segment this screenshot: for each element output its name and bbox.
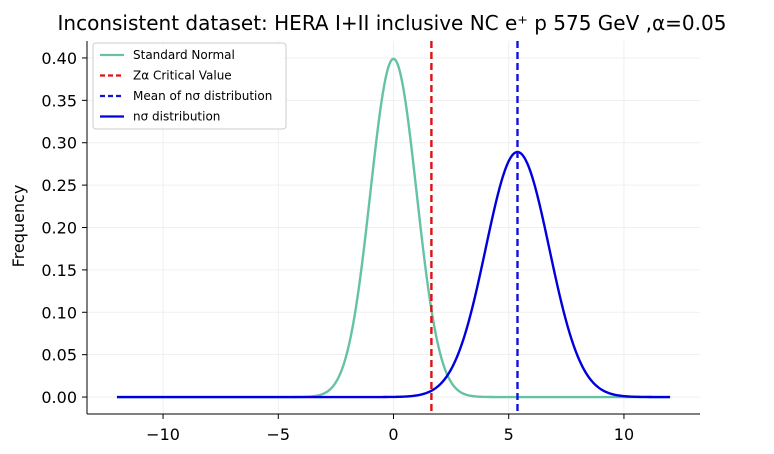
series-n-distribution-line xyxy=(116,150,671,399)
y-tick-label: 0.10 xyxy=(41,303,77,322)
y-tick-label: 0.15 xyxy=(41,261,77,280)
legend-label: Zα Critical Value xyxy=(133,69,232,83)
x-tick-label: 5 xyxy=(504,425,514,444)
y-tick-label: 0.25 xyxy=(41,176,77,195)
y-tick-label: 0.05 xyxy=(41,346,77,365)
y-tick-label: 0.35 xyxy=(41,91,77,110)
legend-label: Standard Normal xyxy=(133,48,235,62)
legend-label: nσ distribution xyxy=(133,110,220,124)
chart-title: Inconsistent dataset: HERA I+II inclusiv… xyxy=(58,11,727,35)
axes: −10 −5 0 5 10 0.00 0.05 0.10 0.15 0.20 0.25 0.30 0.3… xyxy=(41,41,700,444)
y-tick-label: 0.40 xyxy=(41,49,77,68)
x-tick-label: 0 xyxy=(388,425,398,444)
legend: Standard Normal Zα Critical Value Mean of … xyxy=(92,42,287,130)
y-tick-label: 0.20 xyxy=(41,219,77,238)
x-tick-label: 10 xyxy=(614,425,634,444)
y-tick-label: 0.00 xyxy=(41,388,77,407)
legend-label: Mean of nσ distribution xyxy=(133,89,272,103)
legend-box xyxy=(92,42,287,130)
y-tick-label: 0.30 xyxy=(41,134,77,153)
x-tick-label: −5 xyxy=(266,425,290,444)
y-axis-label: Frequency xyxy=(9,185,28,268)
plot-area xyxy=(116,41,671,414)
x-tick-label: −10 xyxy=(146,425,180,444)
